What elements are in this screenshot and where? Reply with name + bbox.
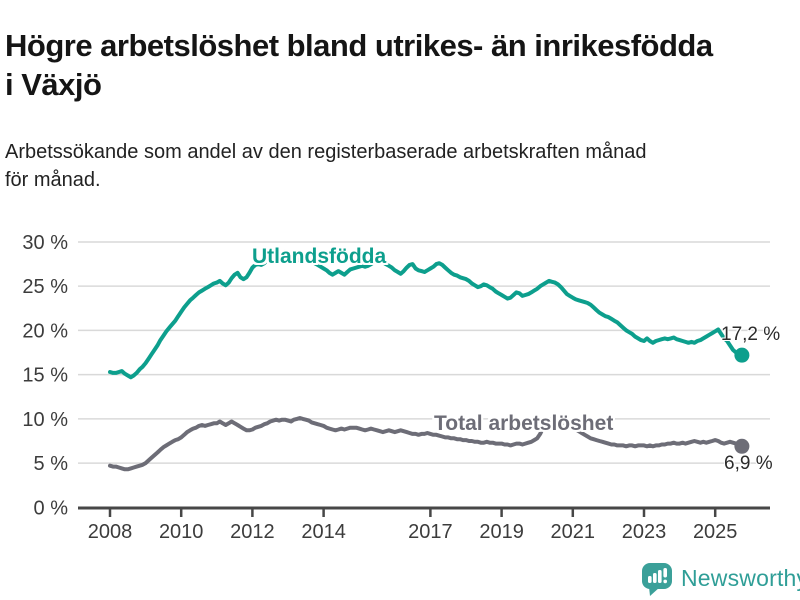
series-end-dot-total xyxy=(734,438,750,454)
brand-name: Newsworthy xyxy=(681,565,800,591)
x-tick-label: 2017 xyxy=(408,521,453,543)
bar-chart-speech-bubble-icon xyxy=(642,563,672,596)
y-tick-label: 20 % xyxy=(22,320,68,342)
x-tick-label: 2023 xyxy=(622,521,667,543)
x-tick-label: 2019 xyxy=(479,521,524,543)
newsworthy-logo: Newsworthy xyxy=(641,562,800,597)
series-label-utlandsfodda: Utlandsfödda xyxy=(252,245,387,268)
x-tick-label: 2008 xyxy=(88,521,133,543)
series-line-total xyxy=(108,416,744,472)
y-tick-label: 5 % xyxy=(34,453,69,475)
series-label-total-arbetsloshet: Total arbetslöshet xyxy=(434,412,614,435)
chart-subtitle: Arbetssökande som andel av den registerb… xyxy=(5,141,647,191)
y-tick-label: 10 % xyxy=(22,409,68,431)
y-tick-label: 25 % xyxy=(22,276,68,298)
y-tick-label: 30 % xyxy=(22,232,68,254)
series-end-dot-utlandsfodda xyxy=(734,347,750,363)
x-tick-label: 2025 xyxy=(693,521,738,543)
x-tick-label: 2012 xyxy=(230,521,275,543)
y-tick-label: 0 % xyxy=(34,497,69,519)
x-tick-label: 2014 xyxy=(301,521,346,543)
end-value-total: 6,9 % xyxy=(724,453,773,474)
x-tick-label: 2010 xyxy=(159,521,204,543)
x-tick-label: 2021 xyxy=(551,521,596,543)
series-line-utlandsfodda xyxy=(108,249,744,380)
page-title: Högre arbetslöshet bland utrikes- än inr… xyxy=(5,27,713,102)
end-value-utlandsfodda: 17,2 % xyxy=(721,324,781,345)
y-tick-label: 15 % xyxy=(22,365,68,387)
